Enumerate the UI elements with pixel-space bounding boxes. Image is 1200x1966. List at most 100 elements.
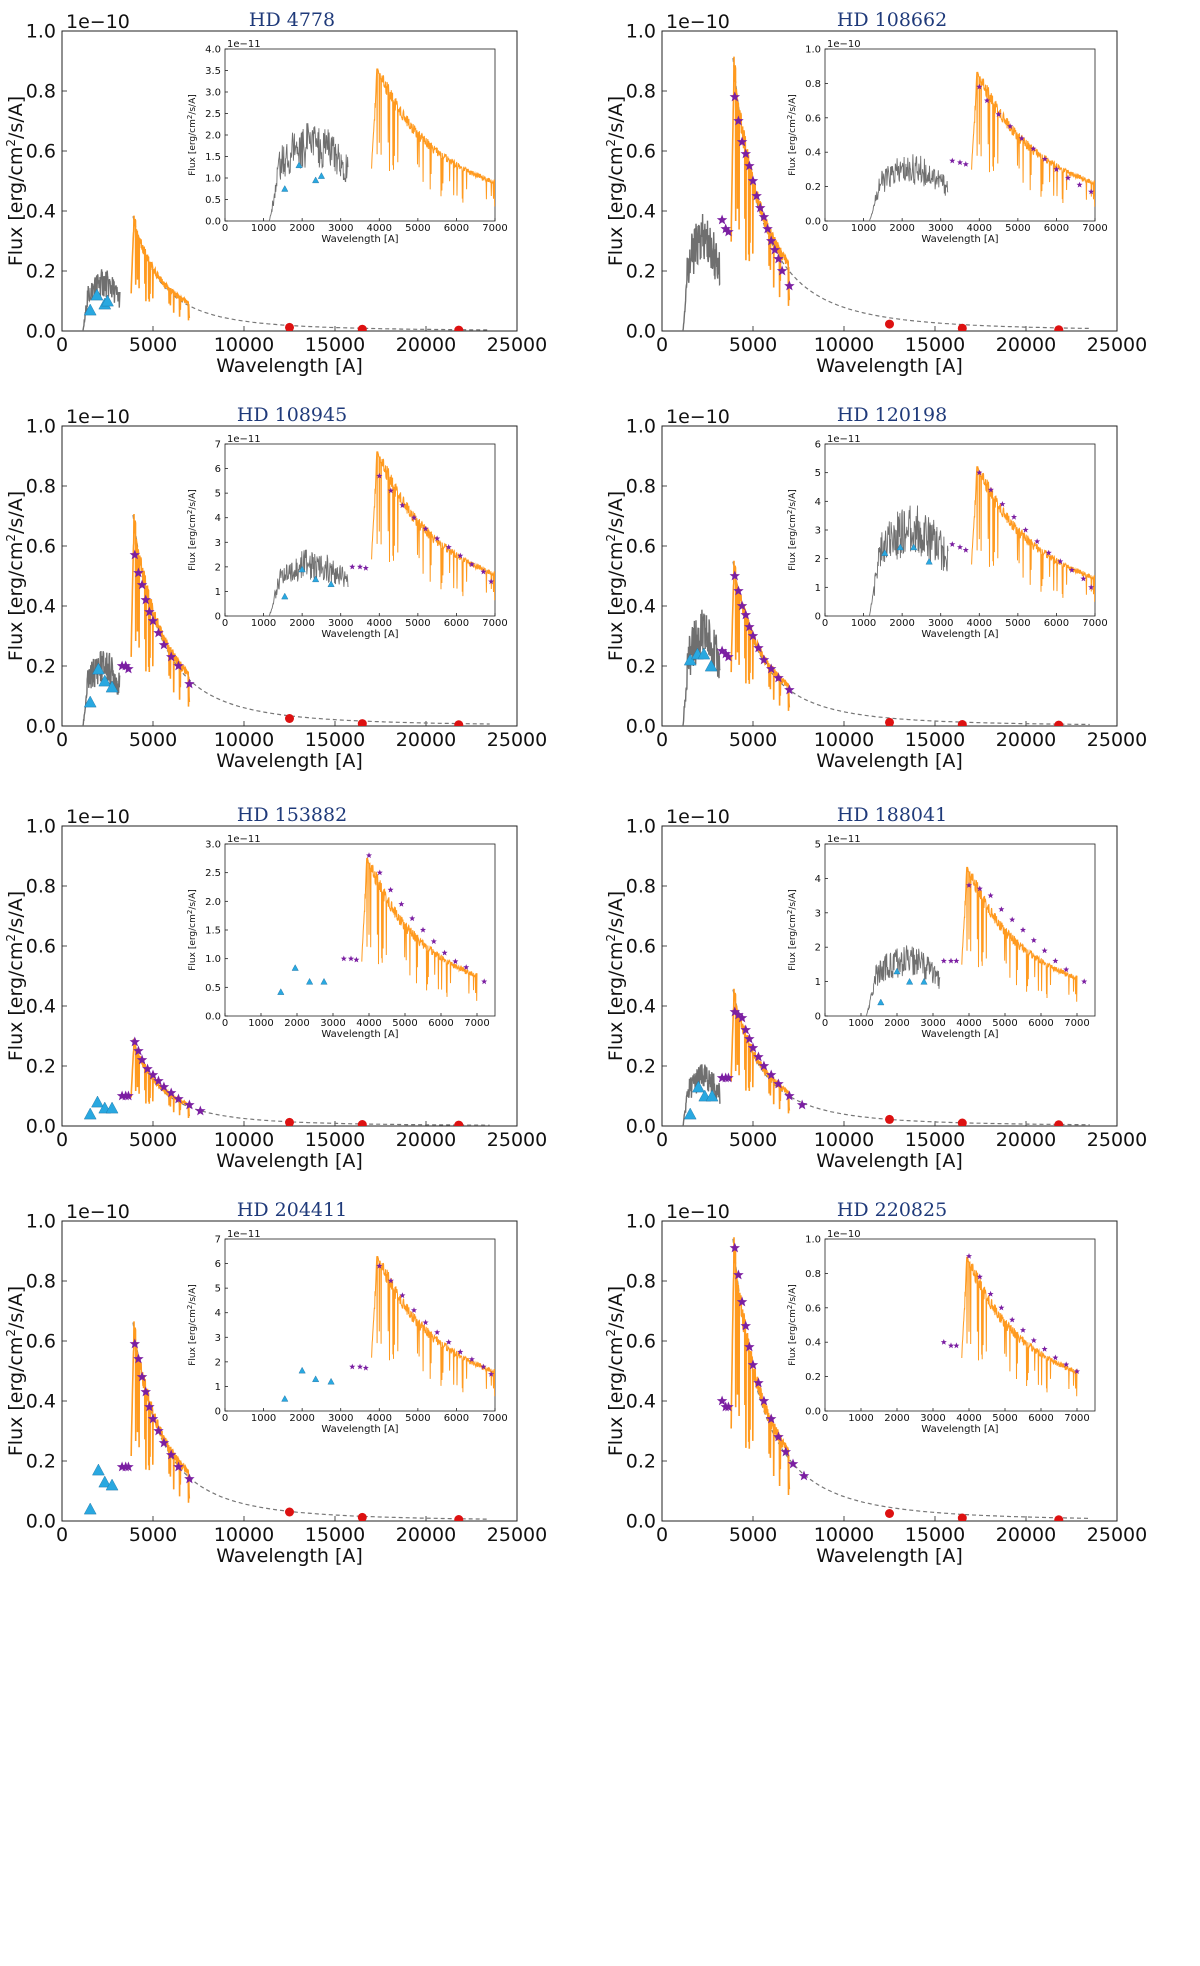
inset-y-axis-label-part: /s/A] [188, 489, 198, 509]
x-tick-label: 0 [656, 729, 668, 751]
x-tick-label: 5000 [1005, 223, 1030, 234]
x-tick-label: 0 [822, 1018, 828, 1029]
x-tick-label: 7000 [482, 1413, 507, 1424]
inset-x-axis-label: Wavelength [A] [921, 1029, 998, 1040]
x-tick-label: 6000 [428, 1018, 453, 1029]
optical-photometry-star [129, 549, 140, 560]
optical-photometry-star [387, 886, 394, 893]
uv-photometry-triangle [295, 161, 303, 169]
y-tick-label: 1 [215, 1382, 221, 1393]
uv-spectrum [82, 650, 121, 726]
axis-scale-label: 1e−10 [66, 406, 130, 428]
uv-photometry-triangle [298, 565, 306, 573]
y-tick-label: 2.0 [205, 897, 221, 908]
x-tick-label: 5000 [405, 223, 430, 234]
x-tick-label: 20000 [396, 729, 456, 751]
x-tick-label: 25000 [487, 729, 547, 751]
optical-photometry-star [1068, 566, 1075, 573]
y-axis-label-sup: 2 [604, 139, 618, 147]
inset-y-axis-label: Flux [erg/cm2/s/A] [186, 94, 198, 176]
optical-photometry-star [1030, 145, 1037, 152]
optical-photometry-star [129, 1036, 140, 1047]
panel-title: HD 188041 [837, 804, 947, 826]
y-tick-label: 0.4 [26, 1391, 56, 1413]
optical-photometry-star [434, 535, 441, 542]
uv-photometry-triangle [910, 543, 918, 551]
y-axis-label: Flux [erg/cm2/s/A] [4, 96, 27, 266]
optical-photometry-star [144, 1401, 155, 1412]
optical-photometry-star [957, 544, 963, 550]
x-tick-label: 15000 [905, 1129, 965, 1151]
x-tick-label: 5000 [129, 729, 177, 751]
y-tick-label: 1.0 [26, 816, 56, 838]
x-tick-label: 10000 [214, 334, 274, 356]
inset-y-axis-label-sup: 2 [786, 115, 794, 119]
optical-photometry-star [758, 1060, 770, 1071]
ir-photometry-point [1054, 720, 1064, 726]
y-tick-label: 0 [215, 1407, 221, 1418]
inset-y-axis-label-sup: 2 [786, 910, 794, 914]
y-axis-label: Flux [erg/cm2/s/A] [4, 1286, 27, 1456]
optical-photometry-star [1065, 174, 1071, 181]
series-group [277, 852, 488, 1001]
x-axis-label: Wavelength [A] [216, 1545, 363, 1567]
y-tick-label: 0.4 [626, 201, 656, 223]
y-axis-label-sup: 2 [4, 534, 18, 542]
uv-photometry-triangle [98, 1475, 112, 1488]
optical-photometry-star [733, 585, 744, 596]
x-tick-label: 7000 [1064, 1413, 1089, 1424]
y-tick-label: 0.8 [26, 476, 56, 498]
optical-photometry-star [716, 214, 728, 225]
optical-photometry-star [966, 882, 972, 888]
panel-title: HD 108945 [237, 404, 347, 426]
y-tick-label: 0.8 [805, 79, 821, 90]
optical-photometry-star [758, 211, 770, 222]
inset-y-axis-label-part: Flux [erg/cm [188, 914, 198, 971]
optical-photometry-star [784, 684, 795, 695]
x-tick-label: 6000 [444, 618, 469, 629]
y-tick-label: 1.5 [205, 152, 221, 163]
x-tick-label: 10000 [814, 1524, 874, 1546]
uv-photometry-triangle [893, 967, 901, 975]
y-tick-label: 4 [215, 1308, 221, 1319]
x-tick-label: 20000 [396, 334, 456, 356]
y-tick-label: 3.5 [205, 66, 221, 77]
ir-photometry-point [454, 1120, 464, 1126]
ir-photometry-point [285, 322, 294, 331]
optical-photometry-star [430, 938, 437, 945]
y-axis-label-part: Flux [erg/cm [5, 942, 27, 1062]
inset-y-axis-label: Flux [erg/cm2/s/A] [186, 489, 198, 571]
optical-photometry-star [736, 600, 748, 611]
uv-photometry-triangle [320, 977, 328, 985]
y-tick-label: 0.6 [26, 1331, 56, 1353]
optical-photometry-star [998, 906, 1005, 912]
y-tick-label: 3.0 [205, 88, 221, 99]
axis-scale-label: 1e−10 [666, 806, 730, 828]
y-tick-label: 2.0 [205, 131, 221, 142]
optical-photometry-star [158, 1081, 170, 1092]
axis-scale-label: 1e−10 [666, 11, 730, 33]
optical-photometry-star [953, 957, 960, 964]
inset-axes: 0 1000 2000 3000 4000 5000 6000 7000 0.0 0.5 1.0 1.… [186, 834, 496, 1040]
optical-photometry-star [766, 663, 777, 674]
inset-y-axis-label-part: Flux [erg/cm [788, 1309, 798, 1366]
optical-photometry-star [962, 546, 969, 553]
y-tick-label: 2 [215, 562, 221, 573]
ir-photometry-point [1054, 1515, 1064, 1521]
y-axis-label-part: Flux [erg/cm [605, 147, 627, 267]
optical-photometry-star [411, 1307, 417, 1313]
optical-photometry-star [729, 91, 740, 102]
optical-photometry-star [1052, 1354, 1059, 1361]
uv-photometry-triangle [83, 695, 97, 708]
y-tick-label: 1.0 [26, 21, 56, 43]
x-tick-label: 10000 [814, 334, 874, 356]
optical-photometry-star [120, 660, 131, 671]
inset-y-axis-label-sup: 2 [186, 510, 194, 514]
uv-photometry-triangle [697, 647, 711, 660]
y-axis-label: Flux [erg/cm2/s/A] [604, 891, 627, 1061]
y-axis-label-part: Flux [erg/cm [605, 1337, 627, 1457]
inset-x-axis-label: Wavelength [A] [921, 234, 998, 245]
y-axis-label-part: /s/A] [5, 96, 27, 139]
uv-photometry-triangle [877, 998, 885, 1006]
